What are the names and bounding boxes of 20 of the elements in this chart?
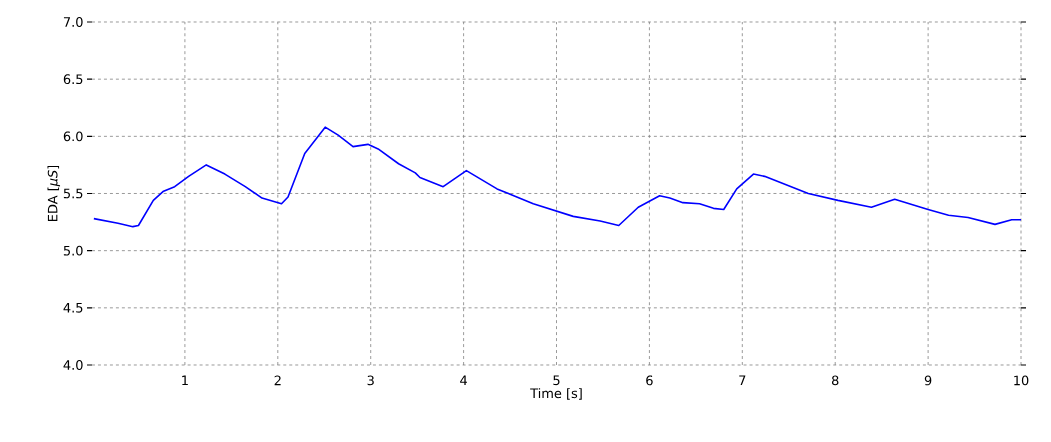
y-tick-label: 5.0: [63, 245, 83, 256]
line-series: [93, 126, 1022, 228]
y-axis-title: EDA [μS]: [47, 165, 61, 221]
x-tick-label: 5: [553, 375, 560, 386]
x-tick-label: 7: [739, 375, 746, 385]
y-tick-label: 6.0: [63, 131, 83, 142]
x-tick-label: 9: [924, 375, 932, 386]
y-tick-label: 4.5: [63, 303, 83, 313]
x-tick-label: 3: [367, 375, 374, 386]
y-tick-label: 5.5: [63, 188, 83, 199]
x-tick-label: 1: [182, 375, 188, 385]
x-tick-label: 10: [1014, 375, 1029, 386]
x-tick-label: 8: [831, 375, 839, 386]
x-tick-label: 6: [646, 375, 653, 386]
y-tick-label: 6.5: [63, 74, 83, 85]
y-tick-label: 7.0: [63, 17, 83, 27]
x-axis-title: Time [s]: [530, 388, 582, 400]
x-tick-label: 4: [460, 375, 467, 385]
y-tick-label: 4.0: [63, 360, 83, 370]
x-tick-label: 2: [274, 375, 281, 386]
